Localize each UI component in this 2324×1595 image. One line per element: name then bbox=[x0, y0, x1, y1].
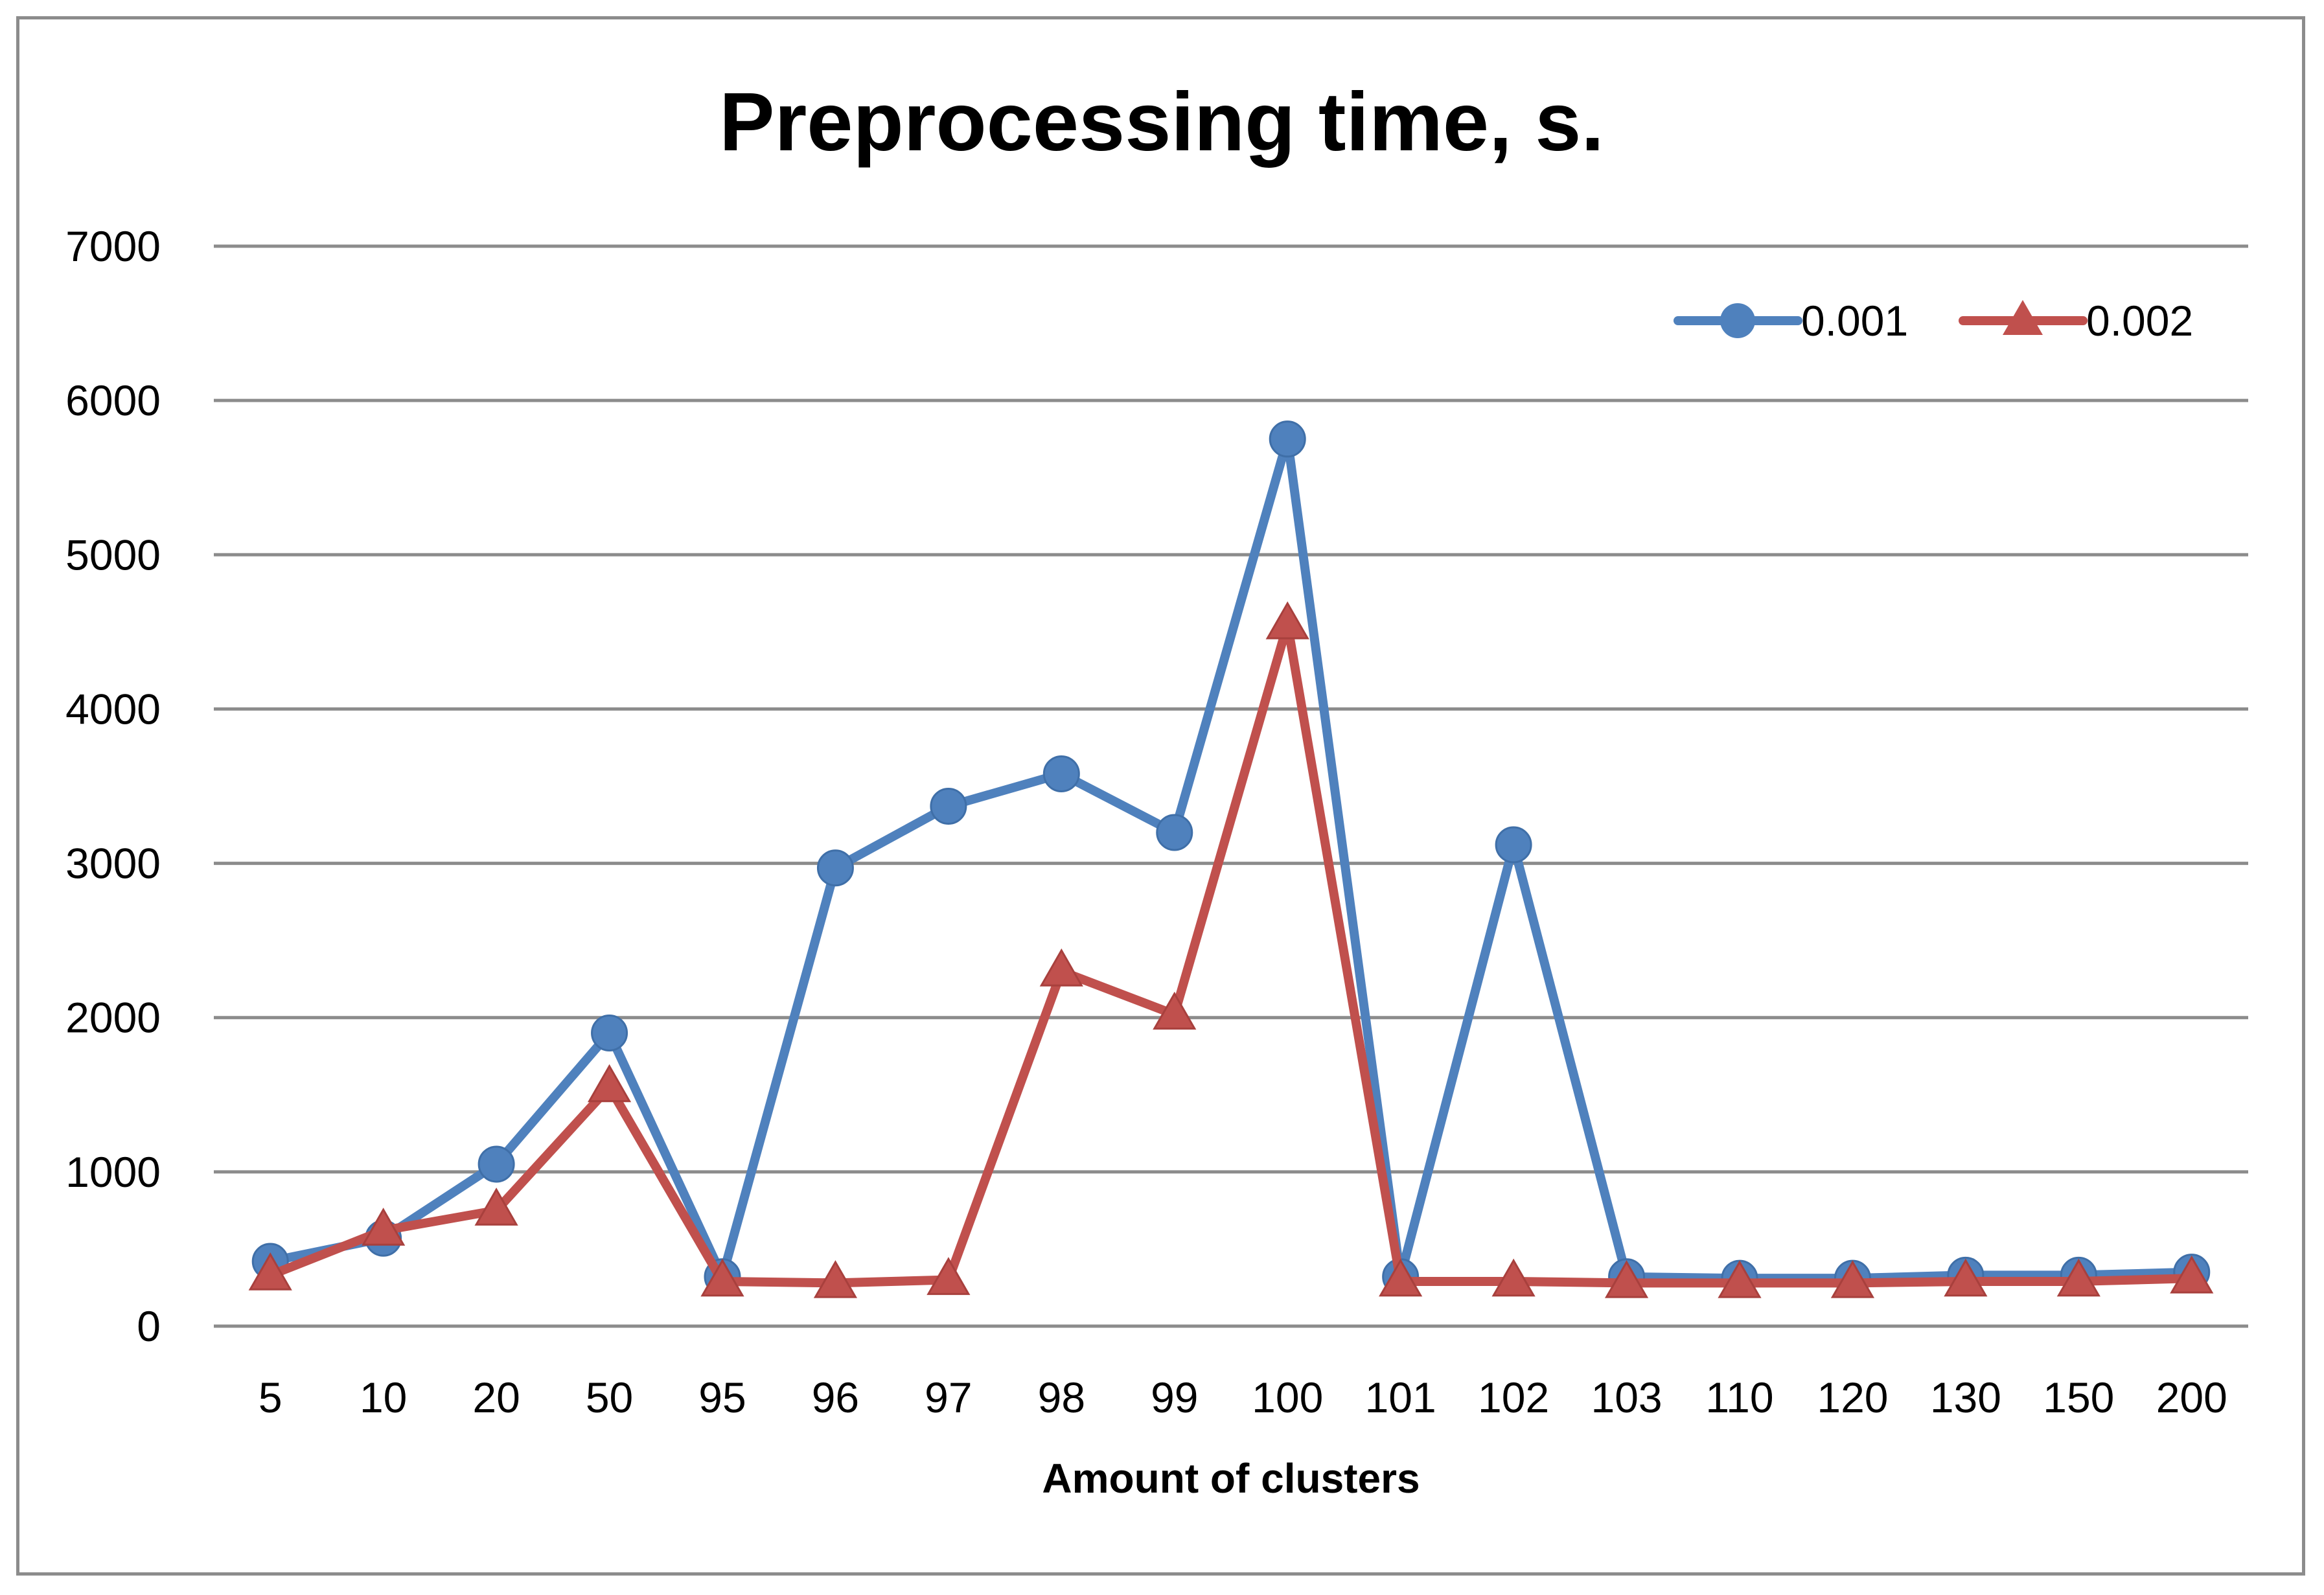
data-point-0.001 bbox=[1495, 826, 1532, 864]
gridlines bbox=[214, 244, 2248, 1328]
data-point-0.002 bbox=[587, 1064, 632, 1103]
data-point-0.002 bbox=[474, 1188, 518, 1226]
y-tick-label: 1000 bbox=[65, 1148, 161, 1196]
x-tick-label: 95 bbox=[698, 1373, 746, 1421]
series-group bbox=[248, 420, 2214, 1298]
data-point-0.002 bbox=[1491, 1258, 1536, 1297]
data-point-0.002 bbox=[813, 1260, 858, 1298]
x-tick-label: 99 bbox=[1151, 1373, 1198, 1421]
x-tick-label: 110 bbox=[1705, 1373, 1773, 1421]
x-tick-label: 98 bbox=[1038, 1373, 1085, 1421]
data-point-0.002 bbox=[1718, 1260, 1762, 1298]
x-tick-label: 150 bbox=[2043, 1373, 2114, 1421]
data-point-0.002 bbox=[1944, 1258, 1988, 1297]
data-point-0.002 bbox=[2056, 1258, 2100, 1297]
x-tick-label: 5 bbox=[259, 1373, 282, 1421]
x-tick-label: 96 bbox=[812, 1373, 859, 1421]
legend-marker-0.002 bbox=[2003, 300, 2043, 335]
data-point-0.002 bbox=[1830, 1260, 1875, 1298]
x-tick-label: 200 bbox=[2156, 1373, 2227, 1421]
legend-label-0.002: 0.002 bbox=[2086, 297, 2193, 345]
x-tick-label: 130 bbox=[1930, 1373, 2001, 1421]
data-point-0.001 bbox=[477, 1145, 515, 1183]
legend-marker-0.001 bbox=[1720, 303, 1755, 338]
x-tick-label: 97 bbox=[925, 1373, 972, 1421]
data-point-0.002 bbox=[926, 1257, 971, 1295]
data-point-0.002 bbox=[362, 1208, 406, 1246]
y-tick-label: 5000 bbox=[65, 531, 161, 579]
data-point-0.001 bbox=[930, 787, 967, 825]
data-point-0.001 bbox=[591, 1015, 628, 1052]
data-point-0.002 bbox=[1604, 1260, 1649, 1298]
y-tick-label: 0 bbox=[137, 1302, 161, 1350]
x-tick-label: 100 bbox=[1252, 1373, 1323, 1421]
x-tick-label: 10 bbox=[360, 1373, 407, 1421]
y-tick-label: 6000 bbox=[65, 376, 161, 424]
x-tick-label: 103 bbox=[1591, 1373, 1662, 1421]
chart-frame bbox=[16, 16, 2305, 1576]
series-line-0.001 bbox=[266, 434, 2196, 1283]
x-axis-label: Amount of clusters bbox=[1042, 1455, 1420, 1502]
data-point-0.002 bbox=[1153, 991, 1197, 1030]
y-tick-label: 3000 bbox=[65, 840, 161, 888]
data-point-0.001 bbox=[1269, 420, 1306, 458]
series-line-0.002 bbox=[266, 619, 2196, 1288]
x-tick-label: 20 bbox=[472, 1373, 520, 1421]
data-point-0.002 bbox=[2170, 1255, 2214, 1294]
y-tick-label: 2000 bbox=[65, 994, 161, 1042]
data-point-0.002 bbox=[1039, 948, 1083, 987]
x-tick-label: 101 bbox=[1365, 1373, 1436, 1421]
data-point-0.001 bbox=[1156, 814, 1193, 851]
data-point-0.002 bbox=[700, 1258, 744, 1297]
legend-label-0.001: 0.001 bbox=[1801, 297, 1908, 345]
data-point-0.001 bbox=[1042, 755, 1080, 792]
x-tick-label: 102 bbox=[1478, 1373, 1549, 1421]
x-axis-ticks: 5 10 20 50 95 96 97 98 99 100 101 102 103 110 120 130 15… bbox=[259, 1373, 2227, 1421]
data-point-0.002 bbox=[248, 1252, 292, 1291]
data-point-0.002 bbox=[1379, 1258, 1423, 1297]
legend: 0.001 0.002 bbox=[1674, 297, 2193, 345]
data-point-0.002 bbox=[1265, 601, 1309, 639]
y-tick-label: 7000 bbox=[65, 222, 161, 270]
y-tick-label: 4000 bbox=[65, 685, 161, 733]
x-tick-label: 120 bbox=[1817, 1373, 1888, 1421]
data-point-0.001 bbox=[816, 849, 854, 887]
y-axis-ticks: 0 1000 2000 3000 4000 5000 6000 7000 bbox=[65, 222, 161, 1350]
chart-title: Preprocessing time, s. bbox=[719, 76, 1604, 168]
x-tick-label: 50 bbox=[586, 1373, 633, 1421]
